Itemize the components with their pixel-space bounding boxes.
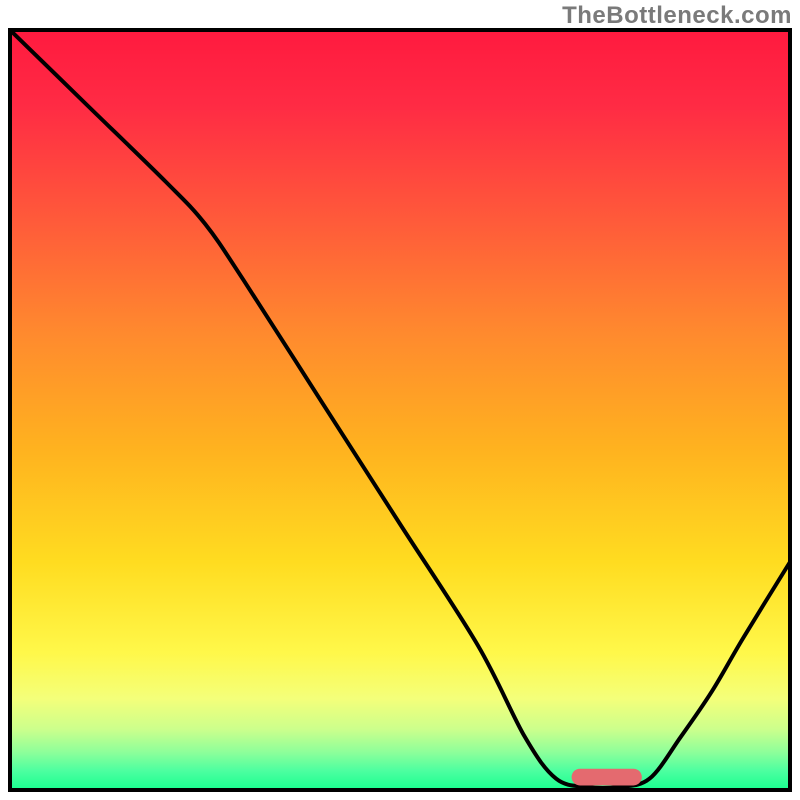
optimal-range-marker: [572, 769, 642, 786]
bottleneck-chart: [0, 0, 800, 800]
chart-container: TheBottleneck.com: [0, 0, 800, 800]
watermark-text: TheBottleneck.com: [562, 2, 792, 30]
